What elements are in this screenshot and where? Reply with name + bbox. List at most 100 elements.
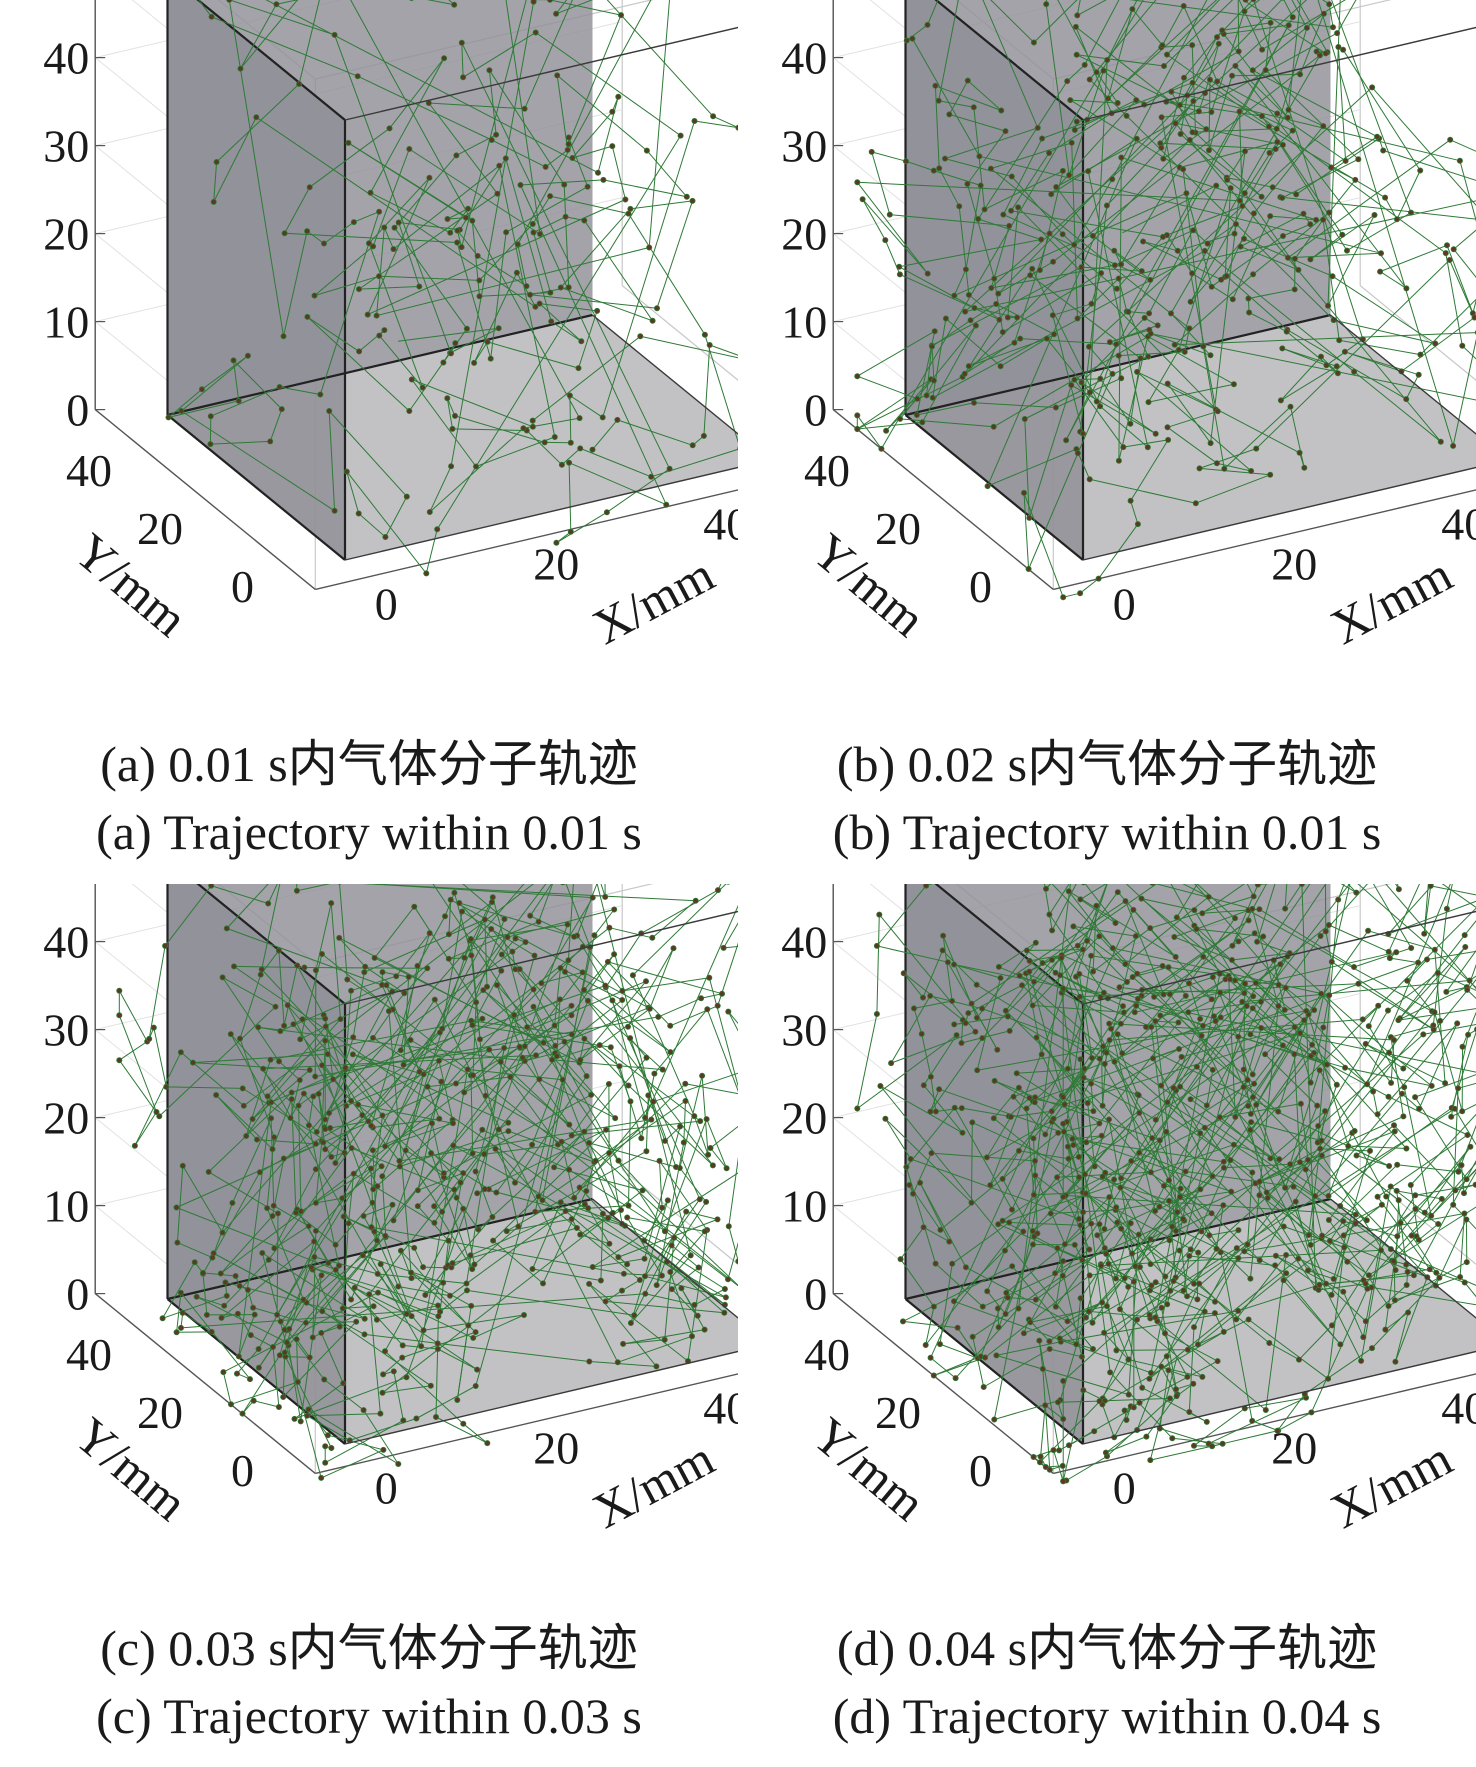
trajectory-segment	[1067, 996, 1081, 1069]
trajectory-segment	[223, 1259, 270, 1307]
molecule-point	[369, 1199, 376, 1206]
molecule-point	[428, 1120, 435, 1127]
molecule-point	[441, 55, 448, 62]
molecule-point	[562, 1207, 569, 1214]
trajectory-segment	[973, 402, 1056, 408]
molecule-point	[903, 37, 910, 44]
trajectory-segment	[1319, 1070, 1356, 1132]
trajectory-segment	[1317, 899, 1339, 1143]
molecule-point	[969, 1333, 976, 1340]
molecule-point	[586, 1358, 593, 1365]
molecule-point	[532, 29, 539, 36]
molecule-point	[910, 1005, 917, 1012]
molecule-point	[1359, 1016, 1366, 1023]
molecule-point	[1002, 128, 1009, 135]
molecule-point	[1134, 368, 1141, 375]
molecule-point	[924, 270, 931, 277]
molecule-point	[131, 1142, 138, 1149]
molecule-point	[1182, 992, 1189, 999]
trajectory-segment	[398, 222, 460, 231]
trajectory-segment	[176, 1165, 184, 1243]
molecule-point	[487, 355, 494, 362]
molecule-point	[1241, 990, 1248, 997]
molecule-point	[1267, 19, 1274, 26]
molecule-point	[1050, 1115, 1057, 1122]
molecule-point	[1176, 1247, 1183, 1254]
trajectory-segment	[1166, 234, 1193, 274]
molecule-point	[1323, 362, 1330, 369]
molecule-point	[1216, 1114, 1223, 1121]
molecule-point	[609, 997, 616, 1004]
y-axis-line	[832, 409, 1054, 590]
molecule-point	[370, 243, 377, 250]
z-tick-label: 20	[781, 1093, 827, 1144]
trajectory-segment	[1188, 983, 1246, 1013]
molecule-point	[447, 229, 454, 236]
molecule-point	[233, 1370, 240, 1377]
molecule-point	[1079, 430, 1086, 437]
molecule-point	[249, 1115, 256, 1122]
trajectory-segment	[448, 921, 539, 960]
trajectory-segment	[1165, 1131, 1367, 1322]
molecule-point	[699, 1072, 706, 1079]
trajectory-segment	[1223, 406, 1291, 470]
trajectory-segment	[1025, 972, 1152, 1028]
molecule-point	[324, 1432, 331, 1439]
trajectory-segment	[1464, 1282, 1476, 1298]
molecule-point	[1130, 1278, 1137, 1285]
molecule-point	[1295, 1255, 1302, 1262]
molecule-point	[1147, 330, 1154, 337]
trajectory-segment	[242, 1087, 345, 1154]
molecule-point	[930, 1303, 937, 1310]
molecule-point	[479, 1015, 486, 1022]
molecule-point	[1322, 50, 1329, 57]
molecule-point	[1337, 1341, 1344, 1348]
trajectory-segment	[931, 346, 935, 381]
molecule-point	[271, 1134, 278, 1141]
molecule-point	[609, 108, 616, 115]
molecule-point	[1458, 1162, 1465, 1169]
molecule-point	[1086, 1272, 1093, 1279]
trajectory-segment	[1248, 1319, 1329, 1380]
molecule-point	[427, 1382, 434, 1389]
molecule-point	[557, 284, 564, 291]
trajectory-segment	[368, 1294, 381, 1414]
molecule-point	[1026, 968, 1033, 975]
trajectory-segment	[1045, 4, 1070, 176]
molecule-point	[1249, 1071, 1256, 1078]
molecule-point	[725, 1223, 732, 1230]
molecule-point	[219, 1229, 226, 1236]
trajectory-segment	[473, 341, 488, 364]
trajectory-segment	[1317, 1010, 1389, 1127]
molecule-point	[1275, 1108, 1282, 1115]
molecule-point	[379, 1389, 386, 1396]
molecule-point	[1407, 1181, 1414, 1188]
molecule-point	[1038, 236, 1045, 243]
trajectory-segment	[560, 208, 631, 288]
trajectory-segment	[455, 1049, 490, 1084]
molecule-point	[715, 887, 722, 894]
molecule-point	[1147, 1369, 1154, 1376]
molecule-point	[1133, 135, 1140, 142]
molecule-point	[1057, 972, 1064, 979]
molecule-point	[393, 973, 400, 980]
molecule-point	[431, 1203, 438, 1210]
molecule-point	[1159, 963, 1166, 970]
molecule-point	[432, 1414, 439, 1421]
molecule-point	[1235, 48, 1242, 55]
molecule-point	[1020, 1228, 1027, 1235]
molecule-point	[689, 442, 696, 449]
trajectory-segment	[1232, 215, 1271, 300]
trajectory-segment	[589, 1361, 657, 1367]
trajectory-segment	[347, 979, 393, 1010]
molecule-point	[1137, 355, 1144, 362]
molecule-point	[1060, 1128, 1067, 1135]
molecule-point	[355, 286, 362, 293]
molecule-point	[1206, 76, 1213, 83]
molecule-point	[116, 987, 123, 994]
trajectory-segment	[213, 116, 257, 203]
trajectory-segment	[1005, 1223, 1092, 1294]
molecule-point	[1323, 1280, 1330, 1287]
molecule-point	[320, 1139, 327, 1146]
molecule-point	[1241, 8, 1248, 15]
